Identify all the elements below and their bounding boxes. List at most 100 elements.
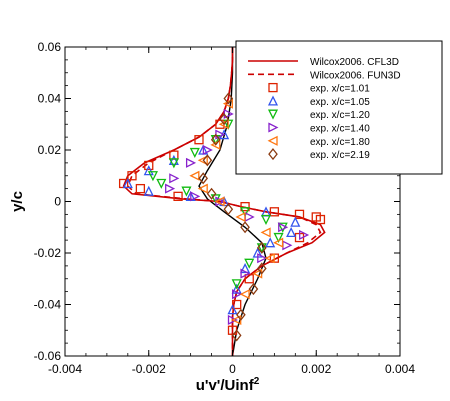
data-point [227,314,238,326]
y-axis-title: y/c [9,191,26,212]
data-point [286,226,297,238]
x-tick-label: 0.002 [301,362,331,376]
data-point [235,211,246,223]
data-point [202,154,213,167]
data-point [168,154,179,165]
legend-label: Wilcox2006. CFL3D [310,57,399,68]
data-point [127,171,137,181]
data-point [198,172,209,185]
y-tick-label: 0.04 [38,92,62,106]
data-point [169,173,180,184]
data-point [260,214,272,225]
data-point [231,329,242,342]
y-tick-label: 0.02 [38,143,62,157]
y-tick-label: 0.06 [38,40,62,54]
data-point [189,147,200,159]
data-point [273,232,284,244]
data-point [256,241,267,254]
data-point [219,113,229,126]
data-point [214,196,225,207]
data-point [210,139,221,150]
y-tick-label: -0.02 [34,246,62,260]
data-point [277,222,288,233]
data-point [278,222,289,233]
x-tick-label: -0.004 [48,362,82,376]
x-tick-label: 0 [229,362,236,376]
data-point [168,158,179,169]
data-point [315,214,326,225]
data-point [173,191,183,202]
legend-marker [268,148,278,161]
data-point [264,253,275,264]
data-point [294,209,305,220]
data-point [222,98,233,109]
data-point [219,129,230,140]
y-tick-label: -0.04 [34,298,62,312]
data-point [122,178,133,189]
data-point [181,186,192,197]
data-point [218,119,229,130]
data-point [147,171,158,182]
data-point [240,207,251,218]
x-tick-label: -0.002 [132,362,166,376]
data-point [135,183,146,194]
legend-label: exp. x/c=1.01 [310,84,370,95]
data-point [189,170,200,181]
data-point [202,144,213,156]
legend-label: exp. x/c=2.19 [310,150,370,161]
data-point [240,262,251,274]
data-point [231,279,242,290]
data-point [156,178,167,189]
legend-label: Wilcox2006. FUN3D [310,70,401,81]
data-point [232,289,243,300]
data-point [260,227,271,238]
data-point [194,135,204,145]
legend-marker [267,95,279,106]
legend-marker [267,109,279,120]
data-point [240,268,251,279]
model-line [126,47,322,356]
plot-layer [118,47,326,357]
data-point [232,299,242,310]
data-point [227,304,238,315]
data-point [236,308,246,321]
data-point [256,262,267,275]
data-point [269,207,280,217]
legend: Wilcox2006. CFL3D Wilcox2006. FUN3D exp. x… [235,40,443,175]
data-point [248,283,259,296]
data-point [144,160,154,171]
data-point [210,133,221,146]
data-point [185,157,197,168]
data-point [244,274,254,284]
data-point [239,289,250,300]
data-point [190,191,201,202]
legend-marker [267,135,278,146]
data-point [265,237,276,248]
data-point [273,237,284,248]
data-point [143,185,154,196]
data-point [240,221,250,234]
data-point [143,165,154,176]
data-point [223,203,234,216]
data-point [257,253,268,264]
data-point [231,283,242,294]
legend-label: exp. x/c=1.05 [310,97,370,108]
data-point [206,187,217,200]
y-tick-label: 0 [54,195,61,209]
legend-label: exp. x/c=1.40 [310,124,370,135]
legend-label: exp. x/c=1.20 [310,110,370,121]
data-point [240,201,250,212]
data-point [299,229,310,241]
data-point [197,183,208,194]
y-tick-label: -0.06 [34,349,62,363]
data-point [244,258,255,269]
legend-marker [268,122,279,133]
legend-label: exp. x/c=1.80 [310,137,370,148]
legend-marker [268,82,278,93]
data-point [165,183,176,194]
x-axis-title: u'v'/Uinf2 [196,376,260,394]
data-point [290,216,301,227]
data-point [197,155,208,166]
x-tick-label: 0.004 [385,362,415,376]
